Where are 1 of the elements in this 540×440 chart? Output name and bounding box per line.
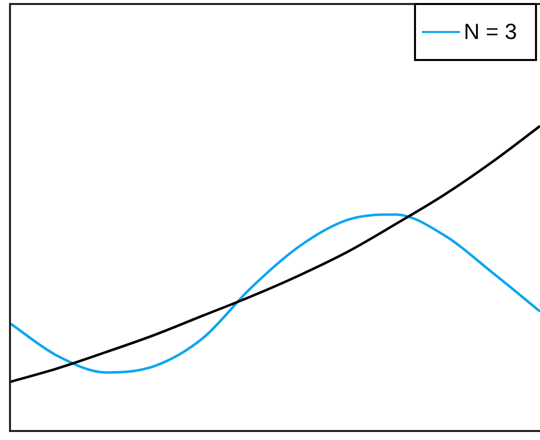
legend-label: N = 3	[464, 19, 517, 45]
